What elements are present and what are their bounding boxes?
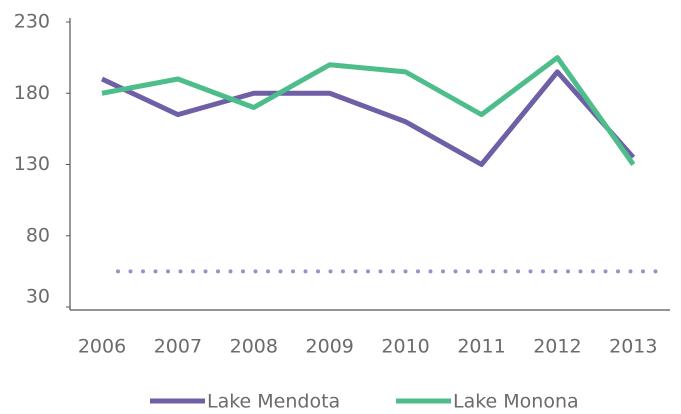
x-tick-label: 2013 [609, 336, 657, 358]
x-tick-label: 2006 [78, 336, 126, 358]
legend-label: Lake Mendota [207, 391, 340, 413]
x-tick-label: 2008 [230, 336, 278, 358]
x-tick-label: 2007 [154, 336, 202, 358]
x-tick-label: 2012 [533, 336, 581, 358]
y-tick-label: 30 [26, 286, 50, 308]
y-tick-label: 230 [14, 11, 50, 33]
x-tick-label: 2009 [306, 336, 354, 358]
legend-label: Lake Monona [453, 391, 579, 413]
y-tick-label: 130 [14, 153, 50, 175]
series-line [100, 69, 636, 167]
x-tick-label: 2010 [381, 336, 429, 358]
y-tick-label: 180 [14, 82, 50, 104]
y-tick-label: 80 [26, 224, 50, 246]
x-tick-label: 2011 [457, 336, 505, 358]
series-line [101, 55, 636, 166]
